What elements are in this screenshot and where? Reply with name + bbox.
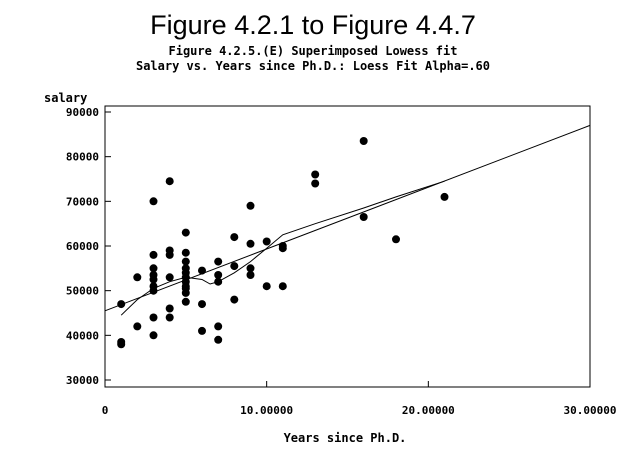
x-tick-label: 0 <box>102 404 109 417</box>
data-point <box>149 313 158 322</box>
data-point <box>198 266 206 275</box>
data-point <box>149 197 158 206</box>
data-point <box>149 331 158 340</box>
data-point <box>117 300 126 309</box>
fit-line-1 <box>104 124 591 312</box>
y-axis-ticks: 30000 40000 50000 60000 70000 80000 90000 <box>66 106 111 387</box>
data-point <box>214 277 223 286</box>
data-point <box>214 322 223 331</box>
y-tick-label: 70000 <box>66 195 99 208</box>
x-tick-label: 30.00000 <box>564 404 617 417</box>
x-tick-label: 10.00000 <box>240 404 293 417</box>
y-axis-label: salary <box>44 91 87 105</box>
chart-subtitle-1: Figure 4.2.5.(E) Superimposed Lowess fit <box>169 44 458 58</box>
x-tick-label: 20.00000 <box>402 404 455 417</box>
fit-line-2 <box>120 180 445 316</box>
data-point <box>181 288 190 297</box>
data-point <box>165 273 174 282</box>
data-point <box>246 239 255 248</box>
data-point <box>133 322 142 331</box>
x-axis-label: Years since Ph.D. <box>284 431 407 445</box>
chart-subtitle-2: Salary vs. Years since Ph.D.: Loess Fit … <box>136 59 490 73</box>
data-point <box>149 264 158 273</box>
y-tick-label: 60000 <box>66 240 99 253</box>
data-point <box>214 271 223 279</box>
data-point <box>246 264 255 273</box>
y-tick-label: 80000 <box>66 151 99 164</box>
data-point <box>214 335 223 344</box>
data-point <box>311 179 320 188</box>
data-point <box>262 282 271 291</box>
data-point <box>165 177 174 186</box>
data-point <box>230 262 239 271</box>
data-point <box>278 282 287 291</box>
data-point <box>230 233 239 242</box>
data-points <box>117 137 449 349</box>
data-point <box>198 326 206 335</box>
y-tick-label: 50000 <box>66 285 99 298</box>
data-point <box>165 304 174 313</box>
data-point <box>181 297 190 306</box>
data-point <box>181 257 190 266</box>
data-point <box>181 248 190 257</box>
data-point <box>278 244 287 253</box>
x-axis-ticks: 0 10.00000 20.00000 30.00000 <box>102 381 617 417</box>
data-point <box>117 340 126 349</box>
data-point <box>311 170 320 179</box>
data-point <box>230 295 239 304</box>
data-point <box>246 271 255 279</box>
data-point <box>440 192 449 201</box>
data-point <box>149 250 158 259</box>
data-point <box>181 228 190 237</box>
data-point <box>214 257 223 266</box>
plot-frame <box>104 105 591 388</box>
data-point <box>149 275 158 284</box>
loess-lines <box>104 124 591 316</box>
data-point <box>149 286 158 295</box>
y-tick-label: 40000 <box>66 329 99 342</box>
data-point <box>133 273 142 282</box>
chart-title: Figure 4.2.1 to Figure 4.4.7 <box>150 10 476 40</box>
data-point <box>392 235 400 244</box>
y-tick-label: 30000 <box>66 374 99 387</box>
data-point <box>262 237 271 246</box>
data-point <box>359 213 368 221</box>
data-point <box>165 250 174 259</box>
data-point <box>165 313 174 322</box>
data-point <box>198 300 206 309</box>
data-point <box>359 137 368 145</box>
y-tick-label: 90000 <box>66 106 99 119</box>
data-point <box>246 201 255 210</box>
